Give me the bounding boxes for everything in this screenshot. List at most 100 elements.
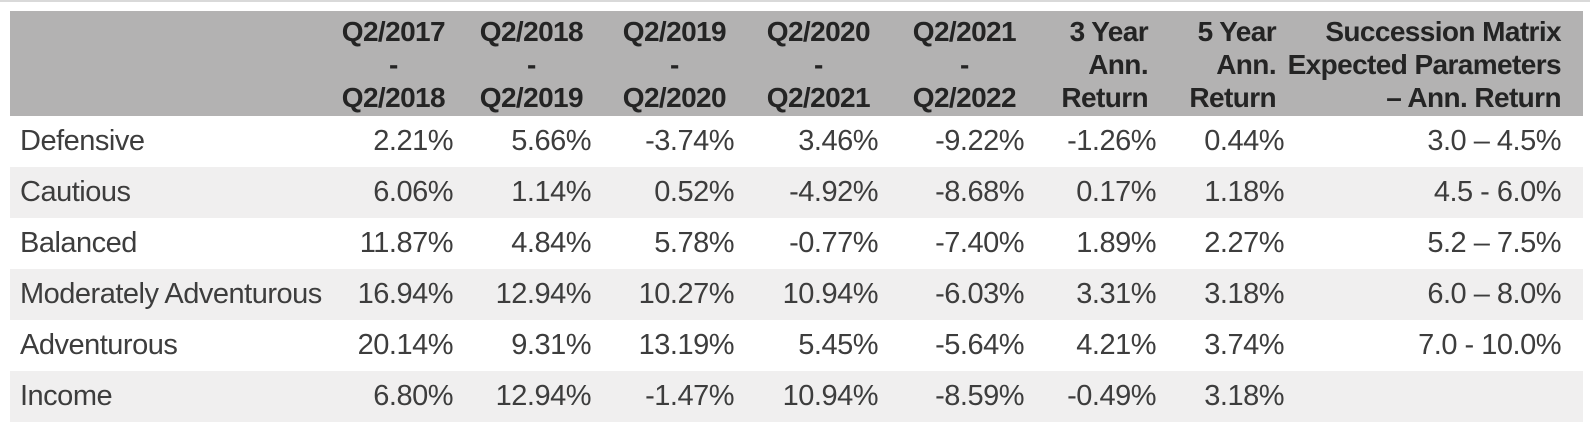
- header-line: Ann.: [1216, 49, 1276, 80]
- cell: -3.74%: [645, 125, 734, 157]
- cell: 6.06%: [373, 176, 453, 208]
- header-period-group: Q2/2017 - Q2/2018: [341, 15, 446, 114]
- cell: 1.89%: [1076, 227, 1156, 259]
- top-divider: [0, 0, 1590, 2]
- header-period-group: 3 Year Ann. Return: [1061, 15, 1148, 114]
- table-row-cautious: Cautious 6.06% 1.14% 0.52% -4.92% -8.68%…: [10, 167, 1583, 218]
- header-line: Ann.: [1088, 49, 1148, 80]
- cell: 4.84%: [511, 227, 591, 259]
- cell: -1.47%: [645, 380, 734, 412]
- column-header-profile-blank: [10, 11, 340, 116]
- row-label: Cautious: [20, 176, 131, 208]
- cell: 6.80%: [373, 380, 453, 412]
- row-label: Defensive: [20, 125, 145, 157]
- column-header-q2-2019-q2-2020: Q2/2019 - Q2/2020: [591, 11, 734, 116]
- cell: 3.18%: [1204, 380, 1284, 412]
- cell: 0.17%: [1076, 176, 1156, 208]
- header-line: Q2/2018: [479, 16, 584, 47]
- cell: 9.31%: [511, 329, 591, 361]
- cell: -0.77%: [789, 227, 878, 259]
- table-row-balanced: Balanced 11.87% 4.84% 5.78% -0.77% -7.40…: [10, 218, 1583, 269]
- table-row-adventurous: Adventurous 20.14% 9.31% 13.19% 5.45% -5…: [10, 320, 1583, 371]
- cell: 10.94%: [782, 278, 879, 310]
- column-header-succession-matrix: Succession Matrix Expected Parameters – …: [1284, 11, 1583, 116]
- cell: 0.44%: [1204, 125, 1284, 157]
- cell: 16.94%: [357, 278, 454, 310]
- header-period-group: Q2/2021 - Q2/2022: [912, 15, 1017, 114]
- table-row-income: Income 6.80% 12.94% -1.47% 10.94% -8.59%…: [10, 371, 1583, 422]
- cell: 5.78%: [654, 227, 734, 259]
- header-row: Q2/2017 - Q2/2018 Q2/2018 - Q2/2019 Q2/2…: [10, 11, 1583, 116]
- header-line: Return: [1061, 82, 1148, 113]
- cell: 13.19%: [638, 329, 735, 361]
- header-line: -: [960, 49, 969, 80]
- cell: -5.64%: [935, 329, 1024, 361]
- cell: 10.94%: [782, 380, 879, 412]
- cell: 7.0 - 10.0%: [1418, 329, 1561, 361]
- returns-table-container: Q2/2017 - Q2/2018 Q2/2018 - Q2/2019 Q2/2…: [10, 11, 1583, 422]
- cell: 10.27%: [638, 278, 735, 310]
- cell: 1.14%: [511, 176, 591, 208]
- header-line: Q2/2020: [766, 16, 871, 47]
- header-period-group: Succession Matrix Expected Parameters – …: [1287, 15, 1562, 114]
- row-label: Balanced: [20, 227, 137, 259]
- column-header-q2-2018-q2-2019: Q2/2018 - Q2/2019: [453, 11, 591, 116]
- cell: -9.22%: [935, 125, 1024, 157]
- row-label: Income: [20, 380, 113, 412]
- cell: 3.18%: [1204, 278, 1284, 310]
- cell: 3.46%: [798, 125, 878, 157]
- cell: 1.18%: [1204, 176, 1284, 208]
- column-header-q2-2017-q2-2018: Q2/2017 - Q2/2018: [340, 11, 453, 116]
- header-line: Q2/2017: [341, 16, 446, 47]
- cell: 5.66%: [511, 125, 591, 157]
- header-line: Return: [1189, 82, 1276, 113]
- table-row-defensive: Defensive 2.21% 5.66% -3.74% 3.46% -9.22…: [10, 116, 1583, 167]
- column-header-q2-2020-q2-2021: Q2/2020 - Q2/2021: [734, 11, 878, 116]
- header-line: Expected Parameters: [1287, 49, 1562, 80]
- header-line: Q2/2019: [479, 82, 584, 113]
- cell: 12.94%: [495, 278, 592, 310]
- header-line: 3 Year: [1069, 16, 1149, 47]
- cell: 5.2 – 7.5%: [1427, 227, 1561, 259]
- cell: -1.26%: [1067, 125, 1156, 157]
- table-row-moderately-adventurous: Moderately Adventurous 16.94% 12.94% 10.…: [10, 269, 1583, 320]
- cell: -8.68%: [935, 176, 1024, 208]
- cell: -4.92%: [789, 176, 878, 208]
- header-line: 5 Year: [1197, 16, 1277, 47]
- header-period-group: Q2/2020 - Q2/2021: [766, 15, 871, 114]
- cell: 4.5 - 6.0%: [1433, 176, 1562, 208]
- column-header-q2-2021-q2-2022: Q2/2021 - Q2/2022: [878, 11, 1024, 116]
- cell: 2.21%: [373, 125, 453, 157]
- cell: -8.59%: [935, 380, 1024, 412]
- header-line: Q2/2019: [622, 16, 727, 47]
- cell: 0.52%: [654, 176, 734, 208]
- cell: -7.40%: [935, 227, 1024, 259]
- header-line: Q2/2018: [341, 82, 446, 113]
- header-line: -: [389, 49, 398, 80]
- header-line: Q2/2022: [912, 82, 1017, 113]
- cell: [1284, 371, 1583, 422]
- header-line: Succession Matrix: [1325, 16, 1561, 47]
- cell: 6.0 – 8.0%: [1427, 278, 1561, 310]
- cell: 20.14%: [357, 329, 454, 361]
- cell: 3.74%: [1204, 329, 1284, 361]
- row-label: Moderately Adventurous: [20, 278, 322, 310]
- performance-returns-table: Q2/2017 - Q2/2018 Q2/2018 - Q2/2019 Q2/2…: [10, 11, 1583, 422]
- row-label: Adventurous: [20, 329, 178, 361]
- cell: -0.49%: [1067, 380, 1156, 412]
- cell: 11.87%: [359, 227, 454, 259]
- cell: 5.45%: [798, 329, 878, 361]
- header-period-group: 5 Year Ann. Return: [1189, 15, 1276, 114]
- header-line: -: [670, 49, 679, 80]
- cell: 3.31%: [1076, 278, 1156, 310]
- header-period-group: Q2/2019 - Q2/2020: [622, 15, 727, 114]
- header-line: Q2/2021: [912, 16, 1017, 47]
- header-line: Q2/2021: [766, 82, 871, 113]
- header-line: – Ann. Return: [1386, 82, 1561, 113]
- header-line: Q2/2020: [622, 82, 727, 113]
- column-header-5-year-ann-return: 5 Year Ann. Return: [1156, 11, 1284, 116]
- cell: 2.27%: [1204, 227, 1284, 259]
- cell: 4.21%: [1076, 329, 1156, 361]
- cell: 3.0 – 4.5%: [1427, 125, 1561, 157]
- header-period-group: Q2/2018 - Q2/2019: [479, 15, 584, 114]
